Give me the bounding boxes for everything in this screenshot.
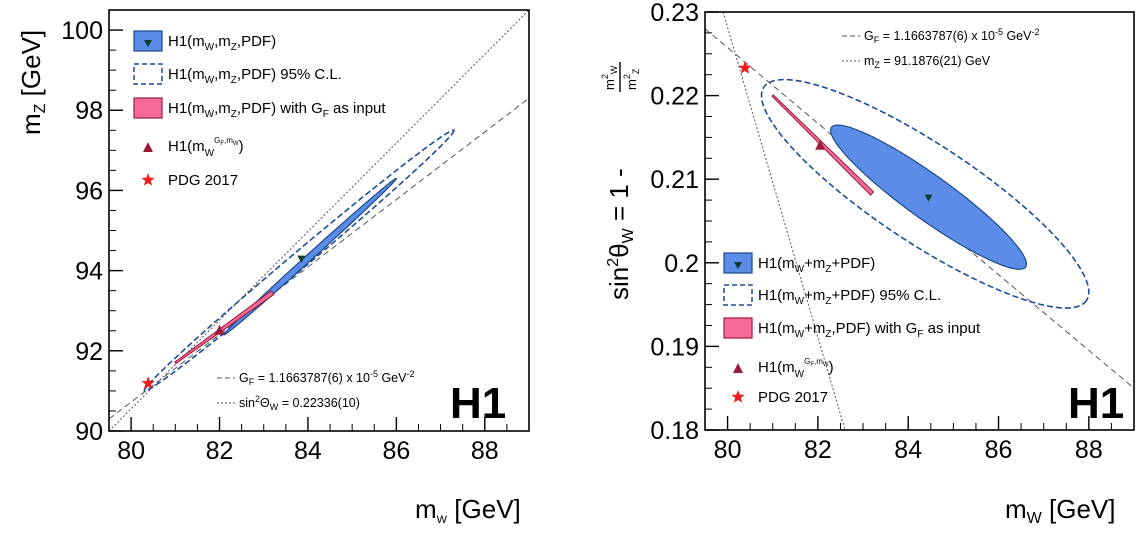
- y-tick-label: 0.2: [664, 250, 699, 278]
- legend-fit-marker: [144, 40, 152, 47]
- pdg-star-marker: [738, 61, 752, 74]
- left-y-axis-label: mZ [GeV]: [16, 30, 49, 135]
- svg-text:sin2θW = 1 -: sin2θW = 1 -: [604, 168, 637, 300]
- y-tick-label: 98: [75, 97, 103, 125]
- fit-point-marker: [297, 255, 306, 263]
- y-tick-label: 0.18: [650, 417, 699, 445]
- y-tick-label: 90: [75, 418, 103, 446]
- h1-gf-mw-marker: [815, 139, 826, 150]
- legend-ci-label: H1(mW,mZ,PDF) 95% C.L.: [168, 66, 342, 86]
- left-x-axis-label: mW [GeV]: [415, 494, 521, 526]
- x-tick-label: 84: [294, 437, 322, 465]
- left-h1-logo: H1: [450, 379, 506, 428]
- right-ticks: 80 82 84 86 88 0.18 0.19 0.2 0.21 0.22 0.23: [650, 0, 1135, 464]
- x-tick-label: 80: [117, 437, 145, 465]
- y-tick-label: 92: [75, 338, 103, 366]
- mz-reference-line: [722, 12, 846, 430]
- right-h1-logo: H1: [1068, 379, 1124, 428]
- legend-ci-swatch: [723, 284, 753, 306]
- legend-h1-gf-label: H1(mWGF,mW): [758, 357, 834, 380]
- legend-h1-gf-label: H1(mWGF,mW): [168, 136, 244, 159]
- legend-pdg-label: PDG 2017: [758, 389, 828, 406]
- legend-fit-label: H1(mW+mZ+PDF): [758, 255, 875, 275]
- y-tick-label: 94: [75, 258, 103, 286]
- legend-gf-input-swatch: [723, 317, 753, 339]
- x-tick-label: 88: [1075, 436, 1103, 464]
- legend-h1-gf-marker: [143, 142, 153, 152]
- ci95-ellipse: [143, 129, 455, 392]
- gf-input-band: [174, 290, 275, 365]
- x-tick-label: 86: [985, 436, 1013, 464]
- fit-point-marker: [924, 194, 933, 202]
- right-chart: 80 82 84 86 88 0.18 0.19 0.2 0.21 0.22 0.23 mW [Ge…: [600, 0, 1135, 527]
- legend-gf-input-swatch: [133, 97, 163, 119]
- svg-text:m2W: m2W: [600, 65, 619, 90]
- x-tick-label: 82: [804, 436, 832, 464]
- legend-fit-label: H1(mW,mZ,PDF): [168, 33, 276, 53]
- legend-pdg-star-icon: [141, 173, 155, 186]
- legend-pdg-star-icon: [731, 390, 745, 403]
- y-tick-label: 0.19: [650, 333, 699, 361]
- right-annotations: GF = 1.1663787(6) x 10-5 GeV-2 mZ = 91.1…: [842, 27, 1039, 70]
- right-y-axis-label: sin2θW = 1 - m2W m2Z: [600, 62, 641, 300]
- y-tick-label: 96: [75, 177, 103, 205]
- right-gf-annotation: GF = 1.1663787(6) x 10-5 GeV-2: [864, 27, 1039, 45]
- x-tick-label: 80: [714, 436, 742, 464]
- left-gf-annotation: GF = 1.1663787(6) x 10-5 GeV-2: [239, 369, 414, 387]
- left-plot-frame: [108, 9, 530, 432]
- left-ticks: 80 82 84 86 88 90 92 94 96 98 100: [61, 9, 530, 465]
- left-annotations: GF = 1.1663787(6) x 10-5 GeV-2 sin2ΘW = …: [217, 369, 414, 412]
- legend-h1-gf-marker: [733, 363, 743, 373]
- left-sin2-annotation: sin2ΘW = 0.22336(10): [239, 394, 360, 412]
- gf-reference-line: [705, 28, 1134, 389]
- left-legend: H1(mW,mZ,PDF) H1(mW,mZ,PDF) 95% C.L. H1(…: [133, 30, 386, 189]
- right-mz-annotation: mZ = 91.1876(21) GeV: [864, 54, 991, 70]
- right-x-axis-label: mW [GeV]: [1005, 494, 1115, 527]
- x-tick-label: 86: [382, 437, 410, 465]
- x-tick-label: 88: [471, 437, 499, 465]
- x-tick-label: 82: [206, 437, 234, 465]
- ci95-ellipse: [760, 78, 1090, 309]
- legend-fit-marker: [734, 262, 742, 269]
- x-tick-label: 84: [894, 436, 922, 464]
- sin2-reference-line: [109, 10, 529, 431]
- legend-ci-label: H1(mW+mZ+PDF) 95% C.L.: [758, 287, 941, 307]
- legend-pdg-label: PDG 2017: [168, 172, 238, 189]
- svg-text:m2Z: m2Z: [622, 68, 641, 90]
- legend-gf-input-label: H1(mW+mZ,PDF) with GF as input: [758, 320, 981, 340]
- left-chart: 80 82 84 86 88 90 92 94 96 98 100 mW [GeV] mZ [GeV…: [16, 9, 530, 526]
- y-tick-label: 0.21: [650, 166, 699, 194]
- gf-reference-line: [109, 97, 529, 420]
- legend-gf-input-label: H1(mW,mZ,PDF) with GF as input: [168, 100, 386, 120]
- y-tick-label: 0.23: [650, 0, 699, 27]
- right-legend: H1(mW+mZ+PDF) H1(mW+mZ+PDF) 95% C.L. H1(…: [723, 252, 981, 406]
- pdg-star-marker: [141, 376, 155, 390]
- gf-input-band: [771, 94, 875, 196]
- legend-ci-swatch: [133, 63, 163, 85]
- y-tick-label: 0.22: [650, 83, 699, 111]
- h1-gf-mw-marker: [214, 324, 225, 335]
- y-tick-label: 100: [61, 17, 103, 45]
